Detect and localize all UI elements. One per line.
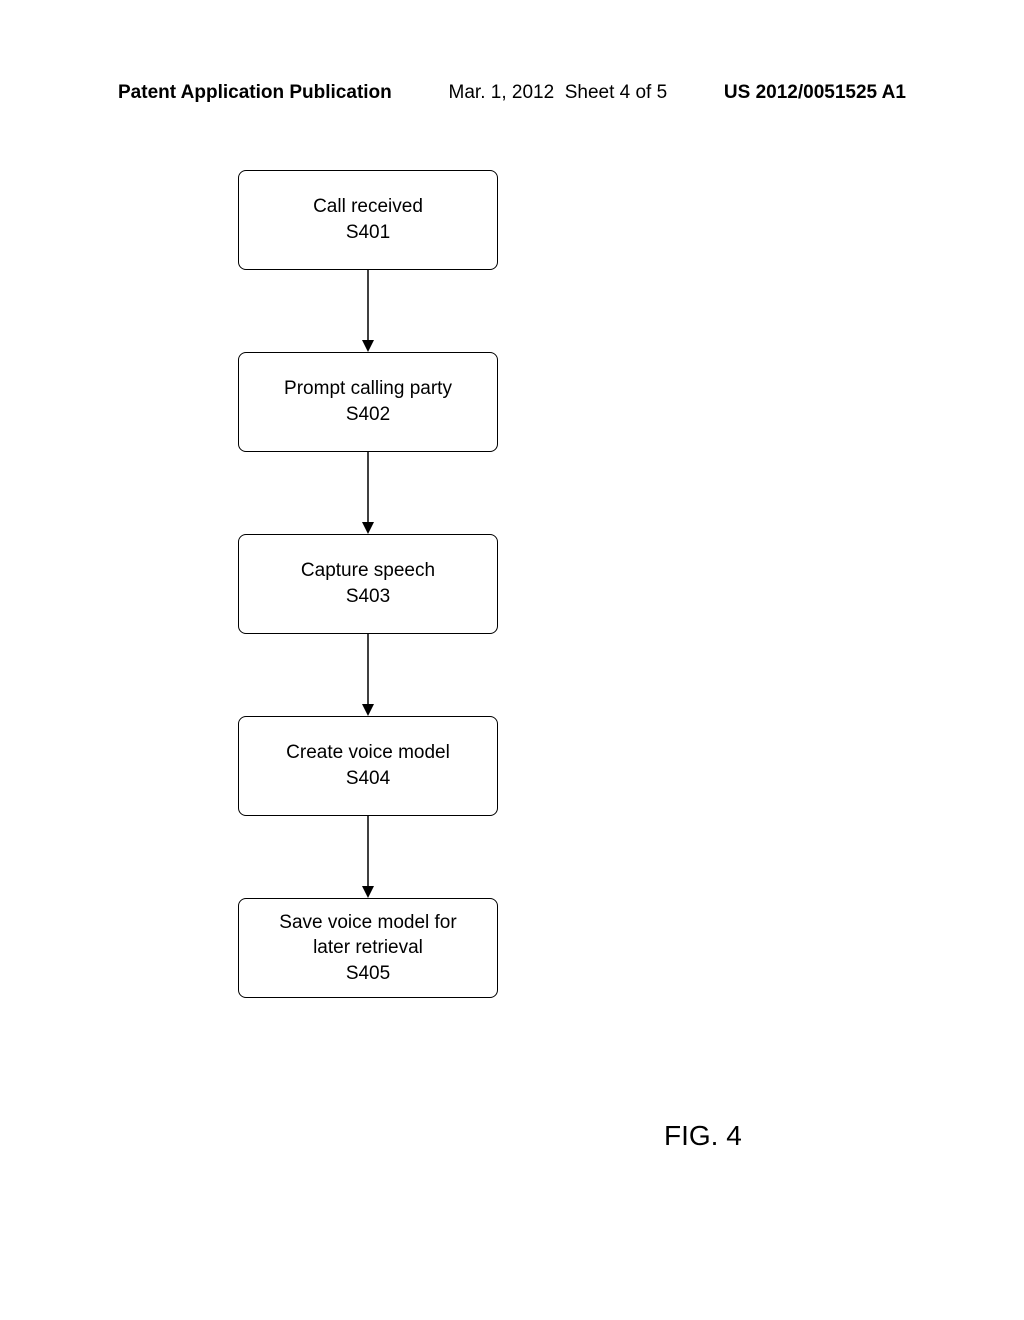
figure-label: FIG. 4 (664, 1120, 742, 1152)
header-publication: Patent Application Publication (118, 82, 392, 104)
header-date-sheet: Mar. 1, 2012 Sheet 4 of 5 (449, 82, 668, 104)
flow-node-s401: Call received S401 (238, 170, 498, 270)
flow-node-s404: Create voice model S404 (238, 716, 498, 816)
page-header: Patent Application Publication Mar. 1, 2… (0, 82, 1024, 104)
flow-arrow (238, 634, 498, 716)
flow-node-id: S403 (346, 584, 390, 610)
flow-node-id: S402 (346, 402, 390, 428)
flowchart: Call received S401 Prompt calling party … (238, 170, 498, 998)
flow-node-text: later retrieval (313, 935, 423, 961)
flow-node-id: S405 (346, 961, 390, 987)
flow-node-s405: Save voice model for later retrieval S40… (238, 898, 498, 998)
flow-arrow (238, 816, 498, 898)
flow-arrow (238, 270, 498, 352)
flow-node-id: S401 (346, 220, 390, 246)
flow-node-text: Call received (313, 194, 423, 220)
flow-node-text: Capture speech (301, 558, 435, 584)
flow-node-text: Create voice model (286, 740, 450, 766)
flow-node-text: Prompt calling party (284, 376, 452, 402)
flow-node-text: Save voice model for (279, 910, 456, 936)
flow-node-s402: Prompt calling party S402 (238, 352, 498, 452)
flow-arrow (238, 452, 498, 534)
flow-node-s403: Capture speech S403 (238, 534, 498, 634)
header-pubnumber: US 2012/0051525 A1 (724, 82, 906, 104)
flow-node-id: S404 (346, 766, 390, 792)
